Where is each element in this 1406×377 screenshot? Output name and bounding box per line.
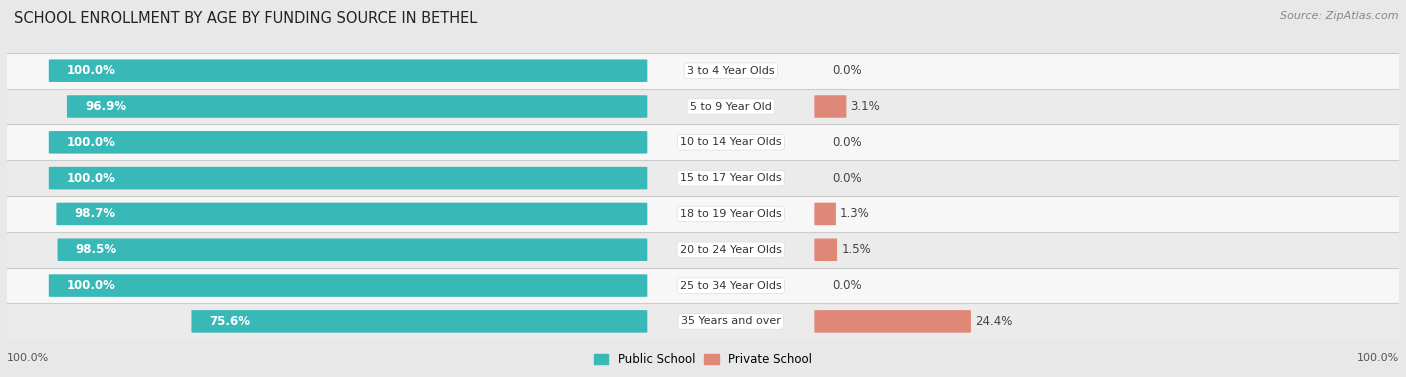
Text: 25 to 34 Year Olds: 25 to 34 Year Olds (681, 280, 782, 291)
FancyBboxPatch shape (49, 167, 647, 189)
Text: 1.3%: 1.3% (839, 207, 870, 221)
Text: 75.6%: 75.6% (209, 315, 250, 328)
Text: 1.5%: 1.5% (841, 243, 870, 256)
Text: 0.0%: 0.0% (832, 172, 862, 185)
Bar (7, 160, 1399, 196)
Bar (7, 232, 1399, 268)
Text: 96.9%: 96.9% (84, 100, 127, 113)
Text: 18 to 19 Year Olds: 18 to 19 Year Olds (681, 209, 782, 219)
FancyBboxPatch shape (58, 239, 647, 261)
FancyBboxPatch shape (67, 95, 647, 118)
Text: 0.0%: 0.0% (832, 136, 862, 149)
Text: 98.5%: 98.5% (76, 243, 117, 256)
Text: 100.0%: 100.0% (1357, 353, 1399, 363)
Legend: Public School, Private School: Public School, Private School (589, 349, 817, 371)
Text: 35 Years and over: 35 Years and over (681, 316, 780, 326)
Bar (7, 53, 1399, 89)
Text: SCHOOL ENROLLMENT BY AGE BY FUNDING SOURCE IN BETHEL: SCHOOL ENROLLMENT BY AGE BY FUNDING SOUR… (14, 11, 477, 26)
Text: 10 to 14 Year Olds: 10 to 14 Year Olds (681, 137, 782, 147)
Text: 3 to 4 Year Olds: 3 to 4 Year Olds (688, 66, 775, 76)
FancyBboxPatch shape (49, 274, 647, 297)
Bar (7, 89, 1399, 124)
Text: 15 to 17 Year Olds: 15 to 17 Year Olds (681, 173, 782, 183)
Text: 98.7%: 98.7% (75, 207, 115, 221)
Text: 3.1%: 3.1% (851, 100, 880, 113)
FancyBboxPatch shape (814, 95, 846, 118)
FancyBboxPatch shape (191, 310, 647, 333)
Text: 100.0%: 100.0% (67, 279, 115, 292)
Text: Source: ZipAtlas.com: Source: ZipAtlas.com (1281, 11, 1399, 21)
Text: 5 to 9 Year Old: 5 to 9 Year Old (690, 101, 772, 112)
Text: 100.0%: 100.0% (67, 136, 115, 149)
Text: 0.0%: 0.0% (832, 279, 862, 292)
FancyBboxPatch shape (814, 203, 837, 225)
Text: 100.0%: 100.0% (7, 353, 49, 363)
Bar (7, 268, 1399, 303)
FancyBboxPatch shape (49, 60, 647, 82)
Text: 0.0%: 0.0% (832, 64, 862, 77)
Bar (7, 196, 1399, 232)
Text: 100.0%: 100.0% (67, 64, 115, 77)
Text: 24.4%: 24.4% (976, 315, 1012, 328)
FancyBboxPatch shape (814, 239, 837, 261)
Text: 20 to 24 Year Olds: 20 to 24 Year Olds (681, 245, 782, 255)
FancyBboxPatch shape (49, 131, 647, 153)
FancyBboxPatch shape (814, 310, 972, 333)
Text: 100.0%: 100.0% (67, 172, 115, 185)
Bar (7, 303, 1399, 339)
FancyBboxPatch shape (56, 203, 647, 225)
Bar (7, 124, 1399, 160)
